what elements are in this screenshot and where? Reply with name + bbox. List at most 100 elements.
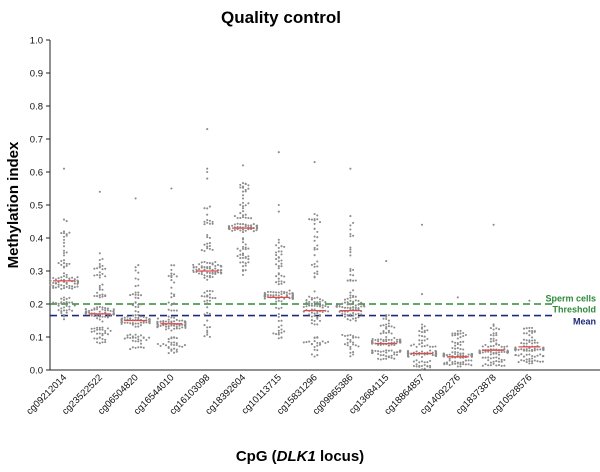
data-point [492,337,495,340]
data-point [313,265,316,268]
data-point [280,324,283,327]
data-point [134,296,137,299]
data-point [357,299,360,302]
data-point [280,336,283,339]
data-point [170,341,173,344]
data-point [175,325,178,328]
data-point [241,207,245,210]
data-point [112,309,115,313]
data-point [62,262,66,265]
data-point [525,339,528,342]
data-point [244,269,247,272]
data-point [313,290,316,293]
data-point [456,361,459,364]
data-point [208,242,211,245]
data-point [382,330,385,333]
data-point [90,327,93,330]
data-point [269,290,272,293]
data-point [459,361,462,364]
data-point [280,328,283,331]
data-point [60,301,63,304]
data-point [349,314,352,318]
data-point [497,353,501,356]
data-point [426,365,429,368]
data-point [173,320,176,323]
data-point [525,361,528,364]
data-point [76,281,80,284]
data-point [343,306,347,309]
data-point [129,348,132,351]
data-point [104,294,107,297]
data-point [96,341,99,344]
data-point [313,262,316,266]
data-point [481,351,484,354]
data-point [101,337,104,341]
data-point [62,309,66,312]
data-point [134,325,137,328]
data-point [528,353,531,356]
data-point [349,248,352,251]
data-point [206,236,209,239]
data-point [385,351,388,354]
data-point [310,319,313,322]
data-point [60,297,63,300]
data-point [454,341,457,344]
data-point [385,331,388,334]
data-point [377,343,380,346]
data-point [374,338,377,342]
data-point [206,271,209,274]
data-point [156,317,159,320]
data-point [484,350,487,353]
data-point [456,341,459,345]
data-point [62,230,66,233]
data-point [54,278,57,281]
data-point [71,285,74,288]
data-point [148,336,151,339]
data-point [203,260,206,263]
data-point [241,223,245,226]
y-tick-label: 0.4 [30,234,43,245]
data-point [459,336,462,339]
data-point [87,309,91,312]
data-point [470,359,473,362]
data-point [57,285,60,288]
data-point [487,356,490,359]
data-point [385,327,388,330]
data-point [98,276,101,279]
data-point [313,345,316,349]
data-point [203,291,206,294]
data-point [492,352,495,355]
data-point [349,296,352,299]
data-point [206,331,209,334]
data-point [167,315,170,318]
data-point [456,365,459,368]
data-point [280,293,283,296]
data-point [393,353,396,356]
data-point [462,361,465,364]
data-point [90,330,93,333]
data-point [272,332,275,335]
data-point [316,296,319,299]
data-point [349,294,352,297]
data-point [52,281,55,284]
data-point [385,315,388,318]
data-point [241,261,245,264]
data-point [129,322,132,325]
data-point [531,339,534,342]
data-point [206,218,209,222]
data-point [60,259,63,263]
data-point [244,216,247,219]
data-point [420,331,424,334]
data-point [489,333,492,337]
data-point [539,348,542,351]
data-point [495,339,498,342]
data-point [247,255,250,258]
data-point [247,228,250,231]
data-point [208,236,211,239]
data-point [495,334,498,337]
data-point [382,340,385,343]
data-point [489,337,492,340]
data-point [137,338,140,341]
data-point [434,345,437,348]
data-point [377,350,380,353]
